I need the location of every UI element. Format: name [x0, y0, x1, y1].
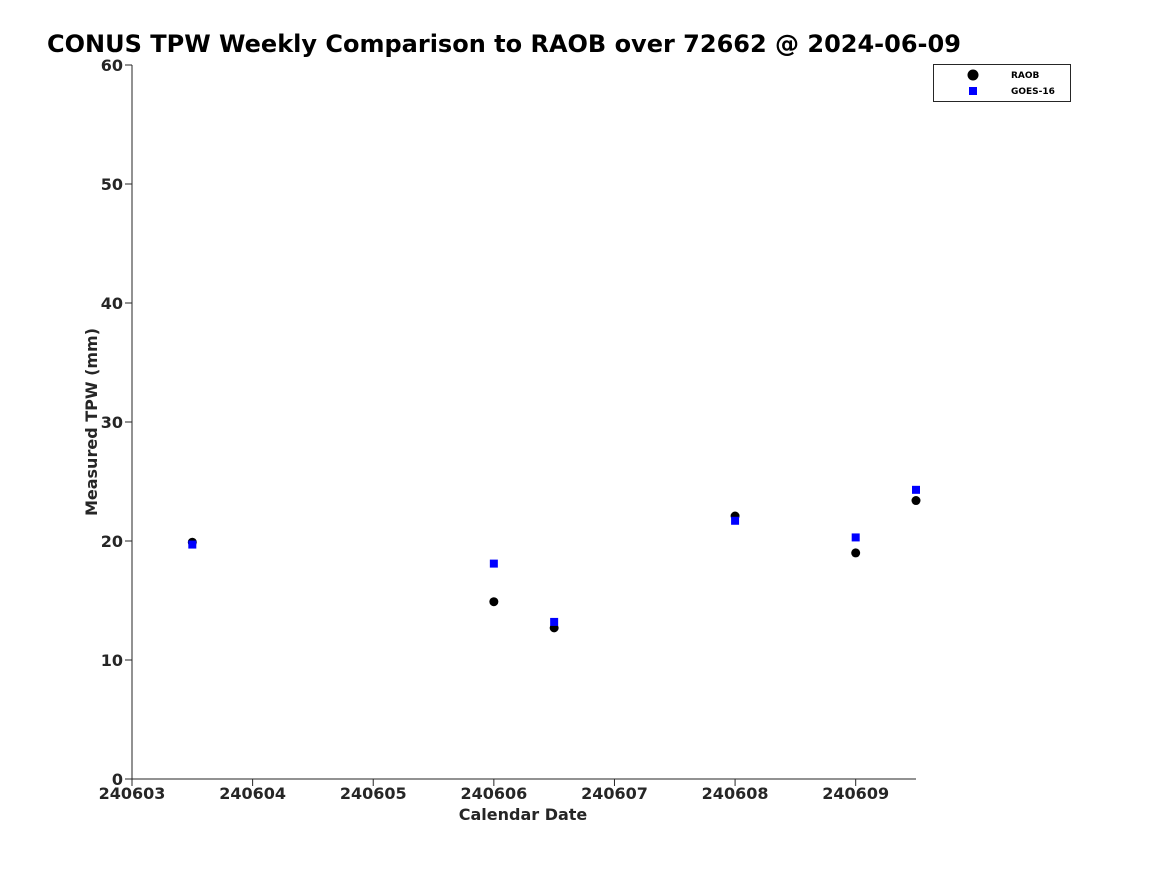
y-tick-label: 20 [101, 532, 123, 551]
goes-16-point [851, 533, 860, 542]
raob-point [489, 597, 499, 607]
x-tick-label: 240603 [99, 784, 166, 803]
legend-goes16-label: GOES-16 [1011, 87, 1055, 97]
x-axis-label: Calendar Date [459, 805, 588, 824]
y-tick-label: 40 [101, 294, 123, 313]
y-axis-ticks: 0 10 20 30 40 50 60 [101, 56, 132, 789]
x-axis-ticks: 240603 240604 240605 240606 240607 240608 2406… [99, 779, 889, 803]
goes-16-point [489, 559, 498, 568]
data-points [187, 485, 921, 633]
y-tick-label: 30 [101, 413, 123, 432]
x-tick-label: 240609 [822, 784, 889, 803]
raob-point [911, 496, 921, 506]
legend-goes16-marker [969, 87, 977, 95]
y-tick-label: 0 [112, 770, 123, 789]
plot-axes [131, 65, 916, 780]
y-axis-label: Measured TPW (mm) [82, 328, 101, 516]
raob-point [851, 548, 861, 558]
x-tick-label: 240606 [460, 784, 527, 803]
x-tick-label: 240604 [219, 784, 286, 803]
goes-16-point [731, 516, 740, 525]
goes-16-point [912, 485, 920, 494]
x-tick-label: 240608 [702, 784, 769, 803]
goes-16-point [550, 617, 559, 626]
legend: RAOB GOES-16 [933, 64, 1071, 102]
y-tick-label: 60 [101, 56, 123, 75]
chart-title: CONUS TPW Weekly Comparison to RAOB over… [47, 30, 961, 58]
x-tick-label: 240605 [340, 784, 407, 803]
x-tick-label: 240607 [581, 784, 648, 803]
legend-box [933, 64, 1071, 102]
goes-16-point [188, 540, 197, 549]
legend-raob-label: RAOB [1011, 71, 1040, 81]
y-tick-label: 10 [101, 651, 123, 670]
y-tick-label: 50 [101, 175, 123, 194]
legend-raob-marker [967, 69, 979, 81]
